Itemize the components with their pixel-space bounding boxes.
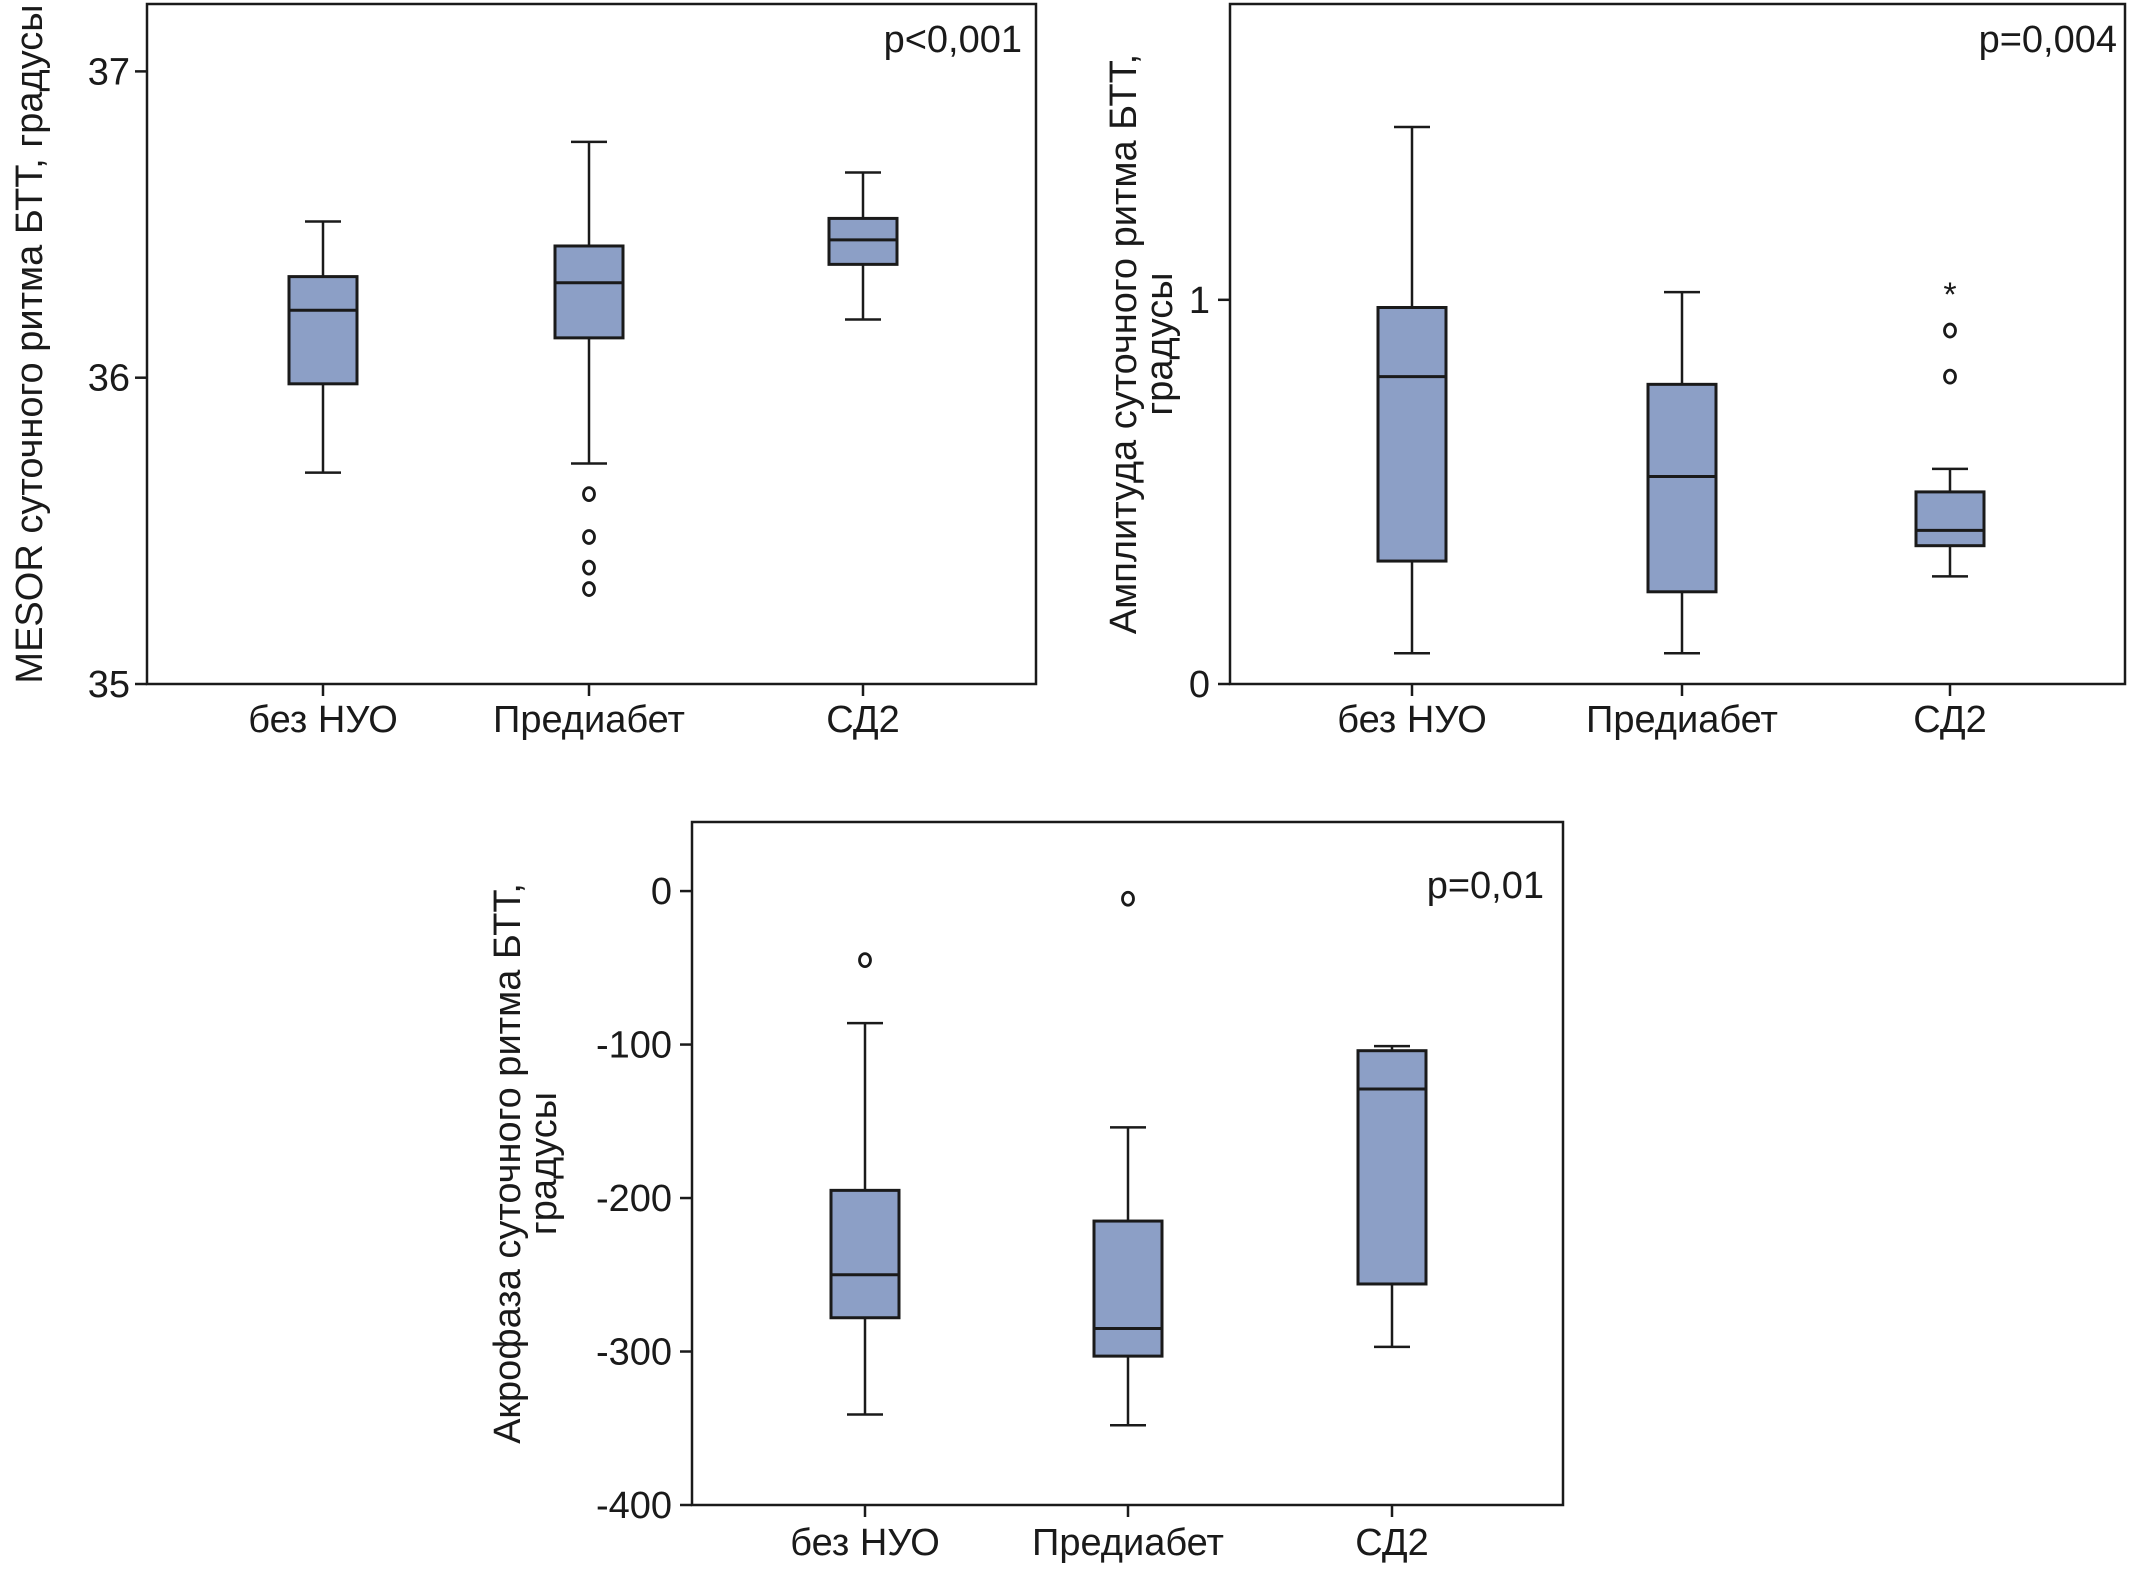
y-tick-label: -200 bbox=[596, 1178, 672, 1220]
y-tick-label: -300 bbox=[596, 1332, 672, 1374]
box-2 bbox=[553, 140, 625, 597]
y-axis-title: MESOR суточного ритма БТТ, градусы bbox=[9, 4, 51, 683]
extreme-point: * bbox=[1943, 276, 1956, 314]
outlier-point bbox=[582, 581, 596, 597]
box-1 bbox=[1376, 125, 1448, 655]
outlier-point bbox=[858, 952, 872, 969]
y-tick-label: -100 bbox=[596, 1025, 672, 1067]
y-axis-title: Акрофаза суточного ритма БТТ, bbox=[487, 883, 529, 1444]
p-value-annotation: p<0,001 bbox=[884, 19, 1022, 61]
outlier-point bbox=[1121, 890, 1135, 907]
y-tick-label: 35 bbox=[88, 664, 130, 706]
outlier-point bbox=[582, 529, 596, 545]
iqr-box bbox=[1376, 306, 1448, 563]
y-tick-label: -400 bbox=[596, 1485, 672, 1527]
outlier-point bbox=[582, 486, 596, 502]
y-axis-title: градусы bbox=[523, 1092, 565, 1235]
x-category-label: без НУО bbox=[1337, 699, 1487, 741]
outlier-point bbox=[582, 559, 596, 576]
iqr-box bbox=[1092, 1219, 1164, 1358]
box-3: * bbox=[1914, 276, 1986, 578]
iqr-box bbox=[829, 1188, 901, 1320]
plot-frame bbox=[145, 2, 1038, 686]
y-tick-label: 36 bbox=[88, 358, 130, 400]
chart-amplitude: 0 1 Амплитуда суточного ритма БТТ,градусы p… bbox=[1103, 2, 2127, 741]
p-value-annotation: p=0,004 bbox=[1979, 19, 2117, 61]
box-1 bbox=[287, 220, 359, 474]
y-tick-label: 0 bbox=[651, 871, 672, 913]
box-3 bbox=[1356, 1044, 1428, 1349]
outlier-point bbox=[1943, 322, 1957, 339]
chart-mesor: 35 36 37 MESOR суточного ритма БТТ, градусы… bbox=[9, 2, 1038, 741]
x-category-label: Предиабет bbox=[1032, 1522, 1224, 1564]
x-category-label: без НУО bbox=[790, 1522, 940, 1564]
p-value-annotation: p=0,01 bbox=[1427, 865, 1544, 907]
x-category-label: СД2 bbox=[1913, 699, 1986, 741]
iqr-box bbox=[1646, 382, 1718, 594]
box-1 bbox=[829, 952, 901, 1416]
y-tick-label: 1 bbox=[1189, 280, 1210, 322]
y-axis-title: Амплитуда суточного ритма БТТ, bbox=[1103, 54, 1145, 634]
x-category-label: без НУО bbox=[248, 699, 398, 741]
box-2 bbox=[1092, 890, 1164, 1427]
iqr-box bbox=[553, 244, 625, 340]
outlier-point bbox=[1943, 368, 1957, 385]
iqr-box bbox=[1356, 1049, 1428, 1286]
iqr-box bbox=[1914, 490, 1986, 548]
x-category-label: Предиабет bbox=[493, 699, 685, 741]
plot-frame bbox=[1228, 2, 2127, 686]
y-tick-label: 37 bbox=[88, 51, 130, 93]
x-category-label: СД2 bbox=[826, 699, 899, 741]
box-2 bbox=[1646, 290, 1718, 655]
iqr-box bbox=[827, 216, 899, 266]
iqr-box bbox=[287, 275, 359, 386]
chart-acrophase: -400 -300 -200 -100 0 Акрофаза суточного ритм… bbox=[487, 820, 1565, 1564]
box-3 bbox=[827, 171, 899, 321]
x-category-label: СД2 bbox=[1355, 1522, 1428, 1564]
y-tick-label: 0 bbox=[1189, 664, 1210, 706]
x-category-label: Предиабет bbox=[1586, 699, 1778, 741]
y-axis-title: градусы bbox=[1139, 272, 1181, 415]
